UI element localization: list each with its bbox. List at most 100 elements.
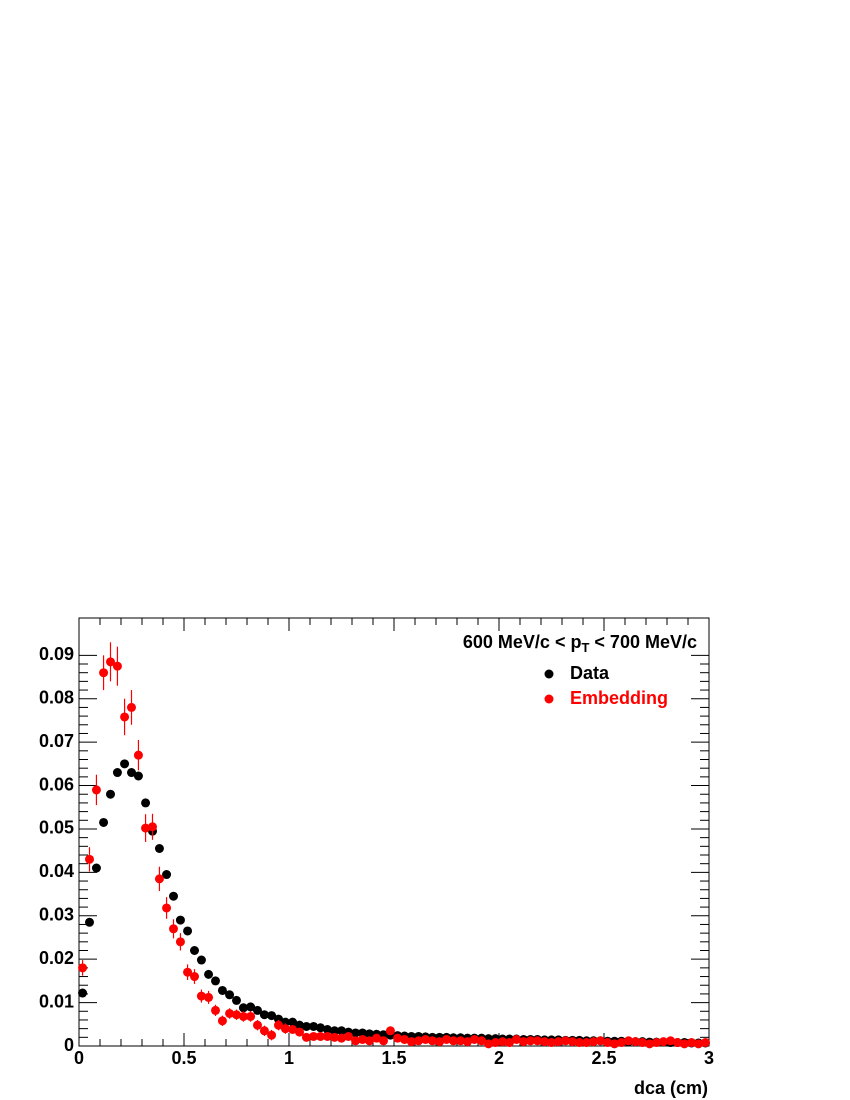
data-point [358,1034,367,1044]
data-point [631,1037,640,1047]
data-point [400,1034,409,1044]
data-point [141,823,151,833]
data-point [301,1032,311,1042]
data-point [322,1025,332,1035]
data-point [112,661,122,671]
data-point [91,863,101,873]
data-point [561,1036,571,1046]
data-point [589,1037,598,1047]
data-point [204,992,214,1002]
data-point [133,771,143,781]
data-point [154,874,164,884]
x-tick-label: 2 [494,1048,504,1068]
data-point [694,1039,703,1049]
data-point [421,1034,430,1044]
data-point [679,1039,689,1049]
y-tick-label: 0.05 [39,818,74,838]
x-tick-label: 0 [74,1048,84,1068]
data-point [645,1039,655,1049]
title-part: 600 MeV/c < p [463,632,582,652]
x-tick-label: 0.5 [171,1048,196,1068]
data-point [574,1038,584,1048]
data-point [288,1025,298,1035]
data-point [99,668,109,678]
data-point [658,1037,668,1047]
x-tick-label: 1 [284,1048,294,1068]
data-point [469,1034,479,1044]
data-point [211,976,220,986]
data-point [99,817,109,827]
data-point [427,1036,437,1046]
data-point [196,955,206,965]
x-axis-label: dca (cm) [634,1078,708,1098]
chart-title: 600 MeV/c < pT < 700 MeV/c [463,632,697,656]
data-point [553,1037,563,1047]
data-point [343,1031,353,1041]
data-point [595,1036,605,1046]
data-point [253,1005,262,1015]
y-tick-label: 0.06 [39,774,74,794]
data-point [190,946,199,956]
data-point [225,990,235,1000]
legend-marker [544,669,554,679]
data-point [337,1026,346,1036]
data-point [393,1033,403,1043]
data-point [673,1038,682,1048]
data-point [414,1036,424,1046]
legend-marker [544,694,554,704]
frame [78,617,710,1047]
data-point [337,1033,346,1043]
data-point [301,1021,311,1031]
data-point [364,1036,374,1046]
data-point [288,1017,298,1027]
data-point [316,1031,325,1041]
data-point [78,988,88,998]
data-point [162,903,172,913]
data-point [259,1026,269,1036]
data-point [616,1038,626,1048]
data-point [246,1011,256,1021]
data-point [385,1026,395,1036]
data-point [127,768,136,778]
data-point [238,1011,248,1021]
data-point [316,1023,325,1033]
data-point [568,1037,577,1047]
data-point [127,702,136,712]
data-point [666,1036,676,1046]
data-point [309,1021,319,1031]
data-point [259,1010,269,1020]
data-point [175,937,185,947]
data-point [463,1037,472,1047]
data-point [190,972,199,982]
legend-label: Data [570,663,610,683]
data-point [267,1011,277,1021]
data-point [217,985,227,995]
data-point [532,1036,542,1046]
data-point [610,1039,619,1049]
data-point [246,1002,256,1012]
data-point [133,750,143,760]
data-point [351,1028,361,1038]
title-part: < 700 MeV/c [589,632,697,652]
data-point [379,1036,388,1046]
data-point [498,1037,508,1047]
data-point [148,822,157,832]
data-point [91,785,101,795]
data-point [217,1016,227,1026]
x-tick-label: 2.5 [591,1048,616,1068]
x-tick-label: 3 [704,1048,714,1068]
data-point [484,1039,493,1049]
data-point [267,1030,277,1040]
data-point [547,1038,556,1048]
data-point [603,1038,613,1048]
data-point [295,1020,304,1030]
x-tick-label: 1.5 [381,1048,406,1068]
data-point [637,1038,647,1048]
y-tick-label: 0.01 [39,991,74,1011]
data-point [280,1017,290,1027]
data-point [505,1038,514,1048]
data-point [582,1038,592,1048]
y-tick-label: 0 [64,1035,74,1055]
